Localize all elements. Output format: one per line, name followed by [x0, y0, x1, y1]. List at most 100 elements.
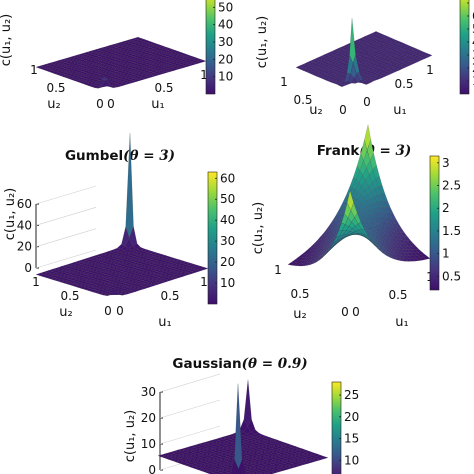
surface-frank — [287, 124, 431, 267]
y-tick-gumbel-0: 0 — [104, 304, 112, 318]
colorbar-tick-label: 1 — [472, 74, 474, 88]
colorbar-tick-label: 4 — [472, 35, 474, 49]
y-tick-top-right-1: 1 — [280, 75, 288, 89]
colorbar-tick-label: 25 — [344, 388, 359, 402]
surface-top-left — [35, 36, 207, 89]
y-tick-frank-0-5: 0.5 — [290, 287, 309, 301]
surface-gumbel — [35, 132, 209, 296]
title-gaussian-name: Gaussian — [172, 356, 241, 372]
colorbar-tick-label: 15 — [344, 432, 359, 446]
z-axis-gumbel: 0 20 40 60 — [17, 185, 97, 275]
z-axis-label-top-right: c(u₁, u₂) — [255, 16, 270, 68]
y-tick-top-right-0: 0 — [339, 103, 347, 117]
colorbar-top-left: 10 20 30 40 50 — [205, 0, 233, 95]
colorbar-tick-label: 2.5 — [442, 179, 461, 193]
colorbar-tick-label: 3 — [472, 48, 474, 62]
y-tick-top-left-0: 0 — [96, 97, 104, 111]
x-tick-gumbel-0-5: 0.5 — [160, 289, 179, 303]
colorbar-tick-label: 50 — [220, 192, 235, 206]
x-tick-gumbel-0: 0 — [116, 304, 124, 318]
title-gaussian-theta: (θ = 0.9) — [242, 356, 308, 372]
surface-face — [100, 76, 109, 82]
y-axis-label-top-right: u₂ — [309, 103, 322, 118]
z-grid-line — [35, 228, 97, 247]
y-tick-top-left-1: 1 — [30, 63, 38, 77]
z-grid-line — [35, 185, 97, 205]
colorbar-tick-label: 10 — [218, 70, 233, 84]
surface-face — [234, 383, 243, 470]
colorbar-gumbel: 10 20 30 40 50 60 — [207, 171, 235, 305]
z-tick-label: 60 — [17, 197, 32, 211]
x-tick-top-left-1: 1 — [200, 68, 208, 82]
z-grid-line — [35, 207, 97, 226]
colorbar-gradient — [331, 381, 342, 474]
z-tick-label: 10 — [141, 437, 156, 451]
surface-face — [243, 379, 252, 427]
x-tick-frank-0-5: 0.5 — [388, 288, 407, 302]
z-tick-label: 40 — [17, 218, 32, 232]
z-axis-label-frank: c(u₁, u₂) — [251, 202, 266, 254]
x-axis-label-frank: u₁ — [395, 315, 408, 330]
colorbar-gaussian: 10 15 20 25 — [331, 381, 359, 474]
panel-frank: Frank(θ = 3) c(u₁, u₂) 1 0.5 0 0 0.5 1 u… — [251, 124, 461, 330]
colorbar-frank: 0.5 1 1.5 2 2.5 3 — [429, 155, 461, 291]
title-gumbel: Gumbel(θ = 3) — [65, 148, 175, 164]
z-tick-label: 0 — [24, 261, 32, 275]
colorbar-tick-label: 40 — [220, 213, 235, 227]
z-axis-label-gumbel: c(u₁, u₂) — [3, 188, 18, 240]
title-gumbel-name: Gumbel — [65, 148, 123, 164]
colorbar-tick-label: 20 — [344, 410, 359, 424]
x-tick-top-left-0-5: 0.5 — [154, 81, 173, 95]
z-grid-line — [159, 373, 221, 393]
panel-top-right: c(u₁, u₂) 1 0.5 0 0 0.5 1 u₂ u₁ 1234567 — [255, 0, 474, 118]
x-tick-top-right-0: 0 — [363, 95, 371, 109]
colorbar-tick-label: 7 — [472, 0, 474, 10]
x-tick-gumbel-1: 1 — [200, 275, 208, 289]
y-tick-top-right-0-5: 0.5 — [293, 93, 312, 107]
y-tick-top-left-0-5: 0.5 — [46, 81, 65, 95]
colorbar-gradient — [207, 171, 218, 305]
panel-top-left: c(u₁, u₂) 1 0.5 0 0 0.5 1 u₂ u₁ 10 20 30 40… — [0, 0, 233, 112]
z-grid-line — [159, 425, 221, 445]
colorbar-tick-label: 0.5 — [442, 269, 461, 283]
y-axis-label-frank: u₂ — [293, 307, 306, 322]
y-axis-label-gumbel: u₂ — [59, 305, 72, 320]
surface-face — [110, 287, 119, 296]
colorbar-tick-label: 60 — [220, 171, 235, 185]
colorbar-tick-label: 3 — [442, 156, 450, 170]
surface-top-right — [295, 18, 433, 87]
colorbar-gradient — [429, 155, 440, 291]
colorbar-top-right: 1234567 — [459, 0, 474, 95]
title-gumbel-theta: (θ = 3) — [123, 148, 175, 164]
y-tick-frank-1: 1 — [274, 263, 282, 277]
colorbar-tick-label: 40 — [218, 18, 233, 32]
colorbar-tick-label: 30 — [218, 35, 233, 49]
x-axis-label-gumbel: u₁ — [158, 315, 171, 330]
x-tick-top-left-0: 0 — [107, 97, 115, 111]
colorbar-tick-label: 2 — [472, 61, 474, 75]
colorbar-gradient — [205, 0, 216, 95]
colorbar-tick-label: 6 — [472, 9, 474, 23]
z-tick-label: 30 — [141, 385, 156, 399]
surface-gaussian — [157, 379, 329, 474]
z-axis-label-gaussian: c(u₁, u₂) — [123, 410, 138, 462]
y-tick-gumbel-1: 1 — [32, 275, 40, 289]
x-tick-top-right-0-5: 0.5 — [394, 77, 413, 91]
x-tick-frank-0: 0 — [352, 305, 360, 319]
panel-gumbel: Gumbel(θ = 3) c(u₁, u₂) 0 20 40 60 1 0.5 0 … — [3, 132, 235, 330]
panel-gaussian: Gaussian(θ = 0.9) c(u₁, u₂) 0 10 20 30 10 15… — [123, 356, 359, 474]
surface-face — [349, 18, 356, 64]
z-grid-line — [35, 249, 97, 269]
y-axis-label-top-left: u₂ — [47, 97, 60, 112]
colorbar-tick-label: 20 — [218, 52, 233, 66]
z-tick-label: 20 — [17, 240, 32, 254]
x-tick-top-right-1: 1 — [426, 63, 434, 77]
colorbar-tick-label: 5 — [472, 22, 474, 36]
x-axis-label-top-left: u₁ — [151, 97, 164, 112]
colorbar-tick-label: 2 — [442, 201, 450, 215]
colorbar-tick-label: 1 — [442, 247, 450, 261]
y-tick-gumbel-0-5: 0.5 — [60, 289, 79, 303]
colorbar-tick-label: 10 — [344, 453, 359, 467]
y-tick-frank-0: 0 — [341, 305, 349, 319]
